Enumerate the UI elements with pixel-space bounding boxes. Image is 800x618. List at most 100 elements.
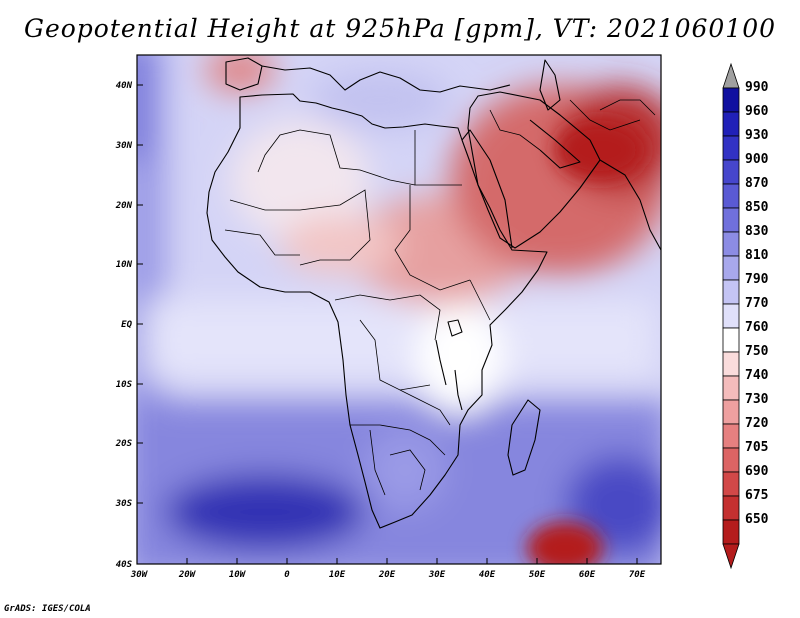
colorbar-label: 830 — [745, 224, 769, 239]
red-sea — [461, 129, 513, 249]
colorbar-swatch — [722, 279, 740, 305]
y-tick-label: 40N — [116, 81, 133, 91]
x-tick-label: 0 — [284, 570, 290, 580]
y-tick-label: 30S — [115, 499, 133, 509]
colorbar-bottom-triangle — [722, 543, 740, 570]
credit-text: GrADS: IGES/COLA — [4, 604, 91, 614]
colorbar-label: 850 — [745, 200, 769, 215]
colorbar-swatch — [722, 159, 740, 185]
mascarene-low — [527, 522, 603, 564]
border-middle-east — [489, 109, 541, 151]
y-tick-label: 20N — [115, 201, 133, 211]
north-atlantic-high — [137, 55, 145, 160]
iberia — [225, 57, 263, 91]
colorbar-swatch — [722, 303, 740, 329]
border-south — [350, 424, 446, 456]
border-maghreb — [257, 129, 416, 186]
colorbar-label: 990 — [745, 80, 769, 95]
lake-tanganyika — [435, 339, 447, 386]
colorbar-label: 760 — [745, 320, 769, 335]
x-tick-label: 30E — [428, 570, 446, 580]
colorbar-label: 740 — [745, 368, 769, 383]
iberia-low — [205, 55, 275, 92]
colorbar-swatch — [722, 87, 740, 113]
colorbar-swatch — [722, 423, 740, 449]
x-axis-labels: 30W 20W 10W 0 10E 20E 30E 40E 50E 60E 70… — [130, 570, 646, 580]
y-tick-label: 40S — [116, 560, 133, 570]
y-tick-label: 20S — [115, 439, 133, 449]
lake-victoria — [447, 319, 463, 337]
x-tick-label: 50E — [529, 570, 546, 580]
colorbar-label: 730 — [745, 392, 769, 407]
map-frame — [136, 54, 662, 565]
colorbar-label: 690 — [745, 464, 769, 479]
equatorial-belt — [145, 300, 655, 380]
colorbar-label: 705 — [745, 440, 768, 455]
colorbar-swatch — [722, 495, 740, 521]
border-namibia — [369, 429, 386, 496]
europe-coast — [261, 65, 511, 93]
colorbar-swatch — [722, 375, 740, 401]
colorbar-swatch — [722, 519, 740, 545]
tick-marks — [137, 84, 638, 564]
y-tick-label: 30N — [115, 141, 133, 151]
colorbar-label: 650 — [745, 512, 769, 527]
border-congo — [359, 319, 431, 391]
colorbar-swatch — [722, 231, 740, 257]
west-africa-low — [280, 215, 400, 275]
south-atlantic-high — [165, 474, 365, 550]
y-axis-labels: 40N 30N 20N 10N EQ 10S 20S 30S 40S — [115, 81, 133, 570]
colorbar: 990 960 930 900 870 850 830 810 790 770 … — [722, 62, 769, 570]
persian-gulf — [529, 119, 581, 169]
mediterranean-high — [310, 70, 450, 130]
border-afghanistan — [599, 99, 656, 116]
x-tick-label: 20E — [378, 570, 396, 580]
colorbar-swatches — [722, 62, 740, 570]
colorbar-swatch — [722, 111, 740, 137]
coastlines — [206, 57, 661, 529]
x-tick-label: 20W — [178, 570, 197, 580]
colorbar-label: 790 — [745, 272, 769, 287]
colorbar-swatch — [722, 135, 740, 161]
madagascar — [507, 399, 541, 476]
colorbar-swatch — [722, 207, 740, 233]
colorbar-label: 750 — [745, 344, 769, 359]
colorbar-swatch — [722, 399, 740, 425]
east-africa-plateau — [415, 305, 505, 415]
border-egypt — [414, 130, 462, 186]
x-tick-label: 60E — [579, 570, 596, 580]
colorbar-top-triangle — [722, 62, 740, 89]
gulf-low-core — [555, 120, 645, 180]
africa-coast — [206, 93, 548, 529]
southern-africa-high — [365, 430, 445, 510]
y-tick-label: 10N — [116, 260, 133, 270]
colorbar-swatch — [722, 255, 740, 281]
colorbar-label: 900 — [745, 152, 769, 167]
colorbar-swatch — [722, 471, 740, 497]
y-tick-label: 10S — [116, 380, 133, 390]
colorbar-label: 675 — [745, 488, 768, 503]
colorbar-swatch — [722, 183, 740, 209]
country-borders — [224, 99, 656, 496]
colorbar-label: 770 — [745, 296, 769, 311]
border-iran — [569, 99, 641, 131]
border-botswana — [389, 449, 426, 491]
india-coast — [599, 159, 661, 251]
x-tick-label: 30W — [130, 570, 149, 580]
colorbar-swatch — [722, 327, 740, 353]
colorbar-label: 870 — [745, 176, 769, 191]
colorbar-label: 960 — [745, 104, 769, 119]
arabia-coast — [467, 91, 601, 249]
x-tick-label: 70E — [629, 570, 646, 580]
border-sudan — [394, 185, 471, 291]
colorbar-labels: 990 960 930 900 870 850 830 810 790 770 … — [745, 80, 769, 527]
chart-title: Geopotential Height at 925hPa [gpm], VT:… — [23, 14, 777, 43]
y-tick-label: EQ — [121, 320, 132, 330]
colorbar-label: 930 — [745, 128, 769, 143]
colorbar-label: 720 — [745, 416, 769, 431]
colorbar-label: 810 — [745, 248, 769, 263]
border-central — [334, 294, 441, 341]
colorbar-swatch — [722, 447, 740, 473]
x-tick-label: 40E — [479, 570, 496, 580]
